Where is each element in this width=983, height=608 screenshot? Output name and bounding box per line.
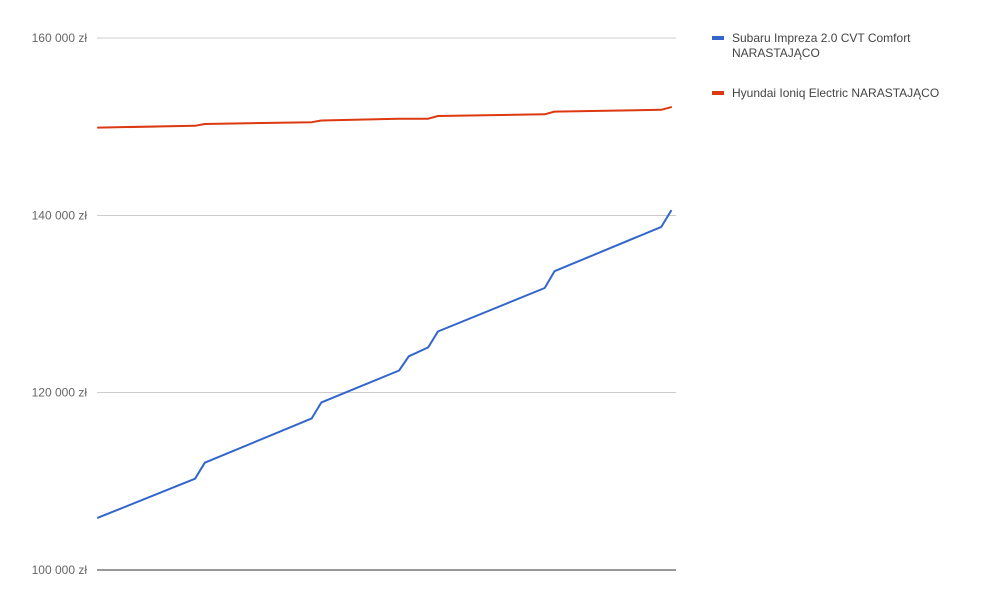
y-tick-label: 120 000 zł <box>32 386 88 400</box>
legend-entry-line: Subaru Impreza 2.0 CVT Comfort <box>732 31 911 45</box>
legend-entry-label: Subaru Impreza 2.0 CVT Comfort NARASTAJĄC… <box>732 31 911 60</box>
y-tick-label: 140 000 zł <box>32 208 88 222</box>
y-tick-label: 160 000 zł <box>32 31 88 45</box>
legend-entry-label: Hyundai Ioniq Electric NARASTAJĄCO <box>732 86 939 100</box>
y-tick-label: 100 000 zł <box>32 563 88 577</box>
y-axis-tick-labels: 100 000 zł 120 000 zł 140 000 zł 160 000 zł <box>32 31 88 577</box>
series-line-hyundai <box>97 106 672 129</box>
legend: Subaru Impreza 2.0 CVT Comfort NARASTAJĄC… <box>712 31 939 100</box>
legend-swatch <box>712 91 724 95</box>
gridlines <box>97 37 676 571</box>
legend-entry-line: NARASTAJĄCO <box>732 46 820 60</box>
series-line-subaru <box>97 209 672 519</box>
legend-swatch <box>712 36 724 40</box>
legend-entry-line: Hyundai Ioniq Electric NARASTAJĄCO <box>732 86 939 100</box>
series-lines <box>97 106 672 519</box>
